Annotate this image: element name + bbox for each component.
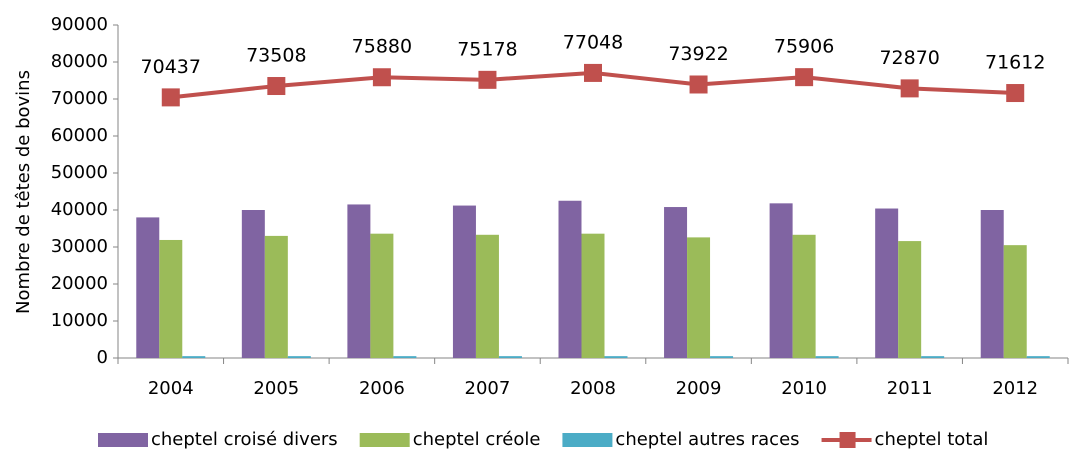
x-tick-label: 2004 <box>148 378 194 399</box>
bar <box>898 241 922 358</box>
legend-swatch <box>98 433 148 447</box>
legend-label: cheptel autres races <box>615 429 799 450</box>
bar <box>393 356 417 358</box>
legend-label: cheptel créole <box>413 429 541 450</box>
y-tick-label: 90000 <box>51 14 108 35</box>
marker <box>267 77 286 96</box>
y-tick-label: 30000 <box>51 236 108 257</box>
bar <box>875 208 899 358</box>
value-label: 75880 <box>352 36 412 58</box>
value-label: 72870 <box>879 47 939 69</box>
bar <box>769 203 793 358</box>
marker <box>689 75 708 94</box>
marker <box>372 68 391 87</box>
value-label: 70437 <box>141 56 201 78</box>
bar <box>687 237 711 358</box>
x-tick-label: 2007 <box>465 378 511 399</box>
bar <box>815 356 839 358</box>
bar <box>664 207 688 358</box>
x-tick-label: 2008 <box>570 378 616 399</box>
y-tick-label: 20000 <box>51 273 108 294</box>
value-label: 73508 <box>246 45 306 67</box>
bar <box>921 356 945 358</box>
bar <box>558 200 582 358</box>
bar <box>581 233 605 358</box>
bar <box>1026 356 1050 358</box>
bar <box>241 210 265 358</box>
bar <box>452 205 476 358</box>
marker <box>900 79 919 98</box>
bar <box>792 234 816 358</box>
legend-label: cheptel total <box>875 429 989 450</box>
bar <box>980 210 1004 358</box>
legend-swatch <box>359 433 410 447</box>
y-tick-label: 40000 <box>51 199 108 220</box>
bar <box>1003 245 1027 358</box>
marker <box>478 70 497 89</box>
bar <box>182 356 206 358</box>
y-tick-label: 70000 <box>51 88 108 109</box>
marker <box>795 68 814 87</box>
bar <box>604 356 628 358</box>
marker <box>584 63 602 82</box>
y-tick-label: 10000 <box>51 310 108 331</box>
bar <box>347 204 371 358</box>
marker <box>161 88 180 107</box>
x-tick-label: 2011 <box>887 378 933 399</box>
marker <box>1006 84 1025 103</box>
bar <box>370 233 394 358</box>
bar <box>136 217 160 358</box>
x-tick-label: 2010 <box>781 378 827 399</box>
bar <box>264 235 288 358</box>
legend-label: cheptel croisé divers <box>151 429 338 450</box>
bar <box>475 234 499 358</box>
bar <box>710 356 734 358</box>
value-label: 71612 <box>985 52 1045 74</box>
y-tick-label: 50000 <box>51 162 108 183</box>
value-label: 73922 <box>668 43 728 65</box>
y-tick-label: 0 <box>97 347 108 368</box>
x-tick-label: 2009 <box>676 378 722 399</box>
value-label: 75906 <box>774 36 834 58</box>
bar <box>287 356 311 358</box>
y-tick-label: 80000 <box>51 51 108 72</box>
y-tick-label: 60000 <box>51 125 108 146</box>
y-axis-label: Nombre de têtes de bovins <box>13 70 34 314</box>
legend-swatch <box>839 432 856 448</box>
x-tick-label: 2005 <box>253 378 299 399</box>
value-label: 75178 <box>457 38 517 60</box>
x-tick-label: 2006 <box>359 378 405 399</box>
value-label: 77048 <box>563 31 623 53</box>
bar <box>498 356 522 358</box>
x-tick-label: 2012 <box>992 378 1038 399</box>
bar <box>159 239 183 358</box>
legend-swatch <box>562 433 613 447</box>
